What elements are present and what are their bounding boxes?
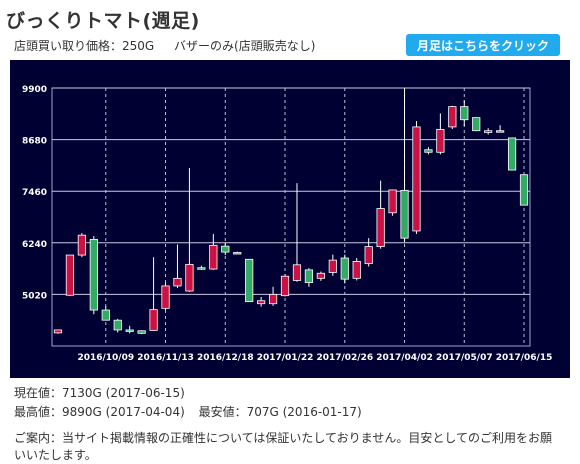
candle-body xyxy=(125,329,134,332)
y-tick-label: 9900 xyxy=(22,85,47,95)
candle-body xyxy=(388,189,397,214)
current-price: 現在値：7130G (2017-06-15) xyxy=(14,386,185,400)
monthly-chart-button[interactable]: 月足はこちらをクリック xyxy=(406,34,560,56)
candle-body xyxy=(507,137,517,171)
candle-body xyxy=(233,252,242,255)
candle-body xyxy=(519,174,529,206)
candle-body xyxy=(484,130,493,133)
chart-svg: 9900 8680 7460 6240 5020 2016/10/09 2016/11/13… xyxy=(22,85,553,363)
candle-body xyxy=(448,106,457,128)
disclaimer: ご案内：当サイト掲載情報の正確性については保証いたしておりません。目安としてのご… xyxy=(14,431,552,462)
candle-body xyxy=(436,129,445,153)
buy-price: 店頭買い取り価格：250G xyxy=(14,39,155,53)
candle-body xyxy=(53,329,63,334)
candle-body xyxy=(292,264,302,281)
candle-body xyxy=(364,246,373,264)
candle-body xyxy=(65,254,75,296)
candle-body xyxy=(149,309,158,331)
candle-body xyxy=(340,257,349,280)
high-price: 最高値：9890G (2017-04-04) xyxy=(14,405,185,419)
low-price: 最安値：707G (2016-01-17) xyxy=(198,405,362,419)
candle-body xyxy=(113,319,122,331)
candle-body xyxy=(316,272,325,279)
plot-area xyxy=(51,87,531,347)
candle-body xyxy=(412,126,421,232)
candle-body xyxy=(400,189,409,239)
candle-body xyxy=(101,309,110,321)
y-tick-label: 7460 xyxy=(22,188,47,198)
y-tick-label: 6240 xyxy=(22,240,47,250)
candle-body xyxy=(257,300,266,305)
sale-note: バザーのみ(店頭販売なし) xyxy=(174,39,316,53)
candle-body xyxy=(472,117,481,132)
candle-body xyxy=(376,208,385,248)
y-tick-label: 5020 xyxy=(22,291,47,301)
candle-body xyxy=(173,277,182,287)
x-tick-label: 2017/02/26 xyxy=(316,353,373,363)
candle-body xyxy=(328,259,337,273)
candle-body xyxy=(352,261,361,279)
candle-body xyxy=(268,293,278,305)
candle-body xyxy=(161,285,170,309)
high-low-price: 最高値：9890G (2017-04-04) 最安値：707G (2016-01… xyxy=(14,403,362,420)
page-title: びっくりトマト(週足) xyxy=(6,10,200,32)
candle-body xyxy=(185,263,194,292)
candle-body xyxy=(280,275,290,297)
x-tick-label: 2016/10/09 xyxy=(77,353,134,363)
candle-body xyxy=(496,130,505,133)
candle-body xyxy=(221,245,230,253)
x-tick-label: 2017/01/22 xyxy=(257,353,314,363)
candle-body xyxy=(460,106,469,121)
x-tick-label: 2016/12/18 xyxy=(197,353,254,363)
x-tick-label: 2017/04/02 xyxy=(376,353,433,363)
x-tick-label: 2017/06/15 xyxy=(496,353,553,363)
price-info: 店頭買い取り価格：250G バザーのみ(店頭販売なし) xyxy=(14,37,315,54)
candle-body xyxy=(89,239,98,311)
candlestick-chart: 9900 8680 7460 6240 5020 2016/10/09 2016/11/13… xyxy=(10,60,570,378)
candle-body xyxy=(137,330,146,334)
candle-body xyxy=(304,269,314,283)
candle-body xyxy=(245,258,254,302)
candle-body xyxy=(209,244,218,270)
y-tick-label: 8680 xyxy=(22,137,47,147)
candle-body xyxy=(424,149,433,153)
candle-body xyxy=(77,234,86,256)
candle-body xyxy=(197,267,206,270)
x-tick-label: 2016/11/13 xyxy=(137,353,194,363)
x-tick-label: 2017/05/07 xyxy=(436,353,493,363)
